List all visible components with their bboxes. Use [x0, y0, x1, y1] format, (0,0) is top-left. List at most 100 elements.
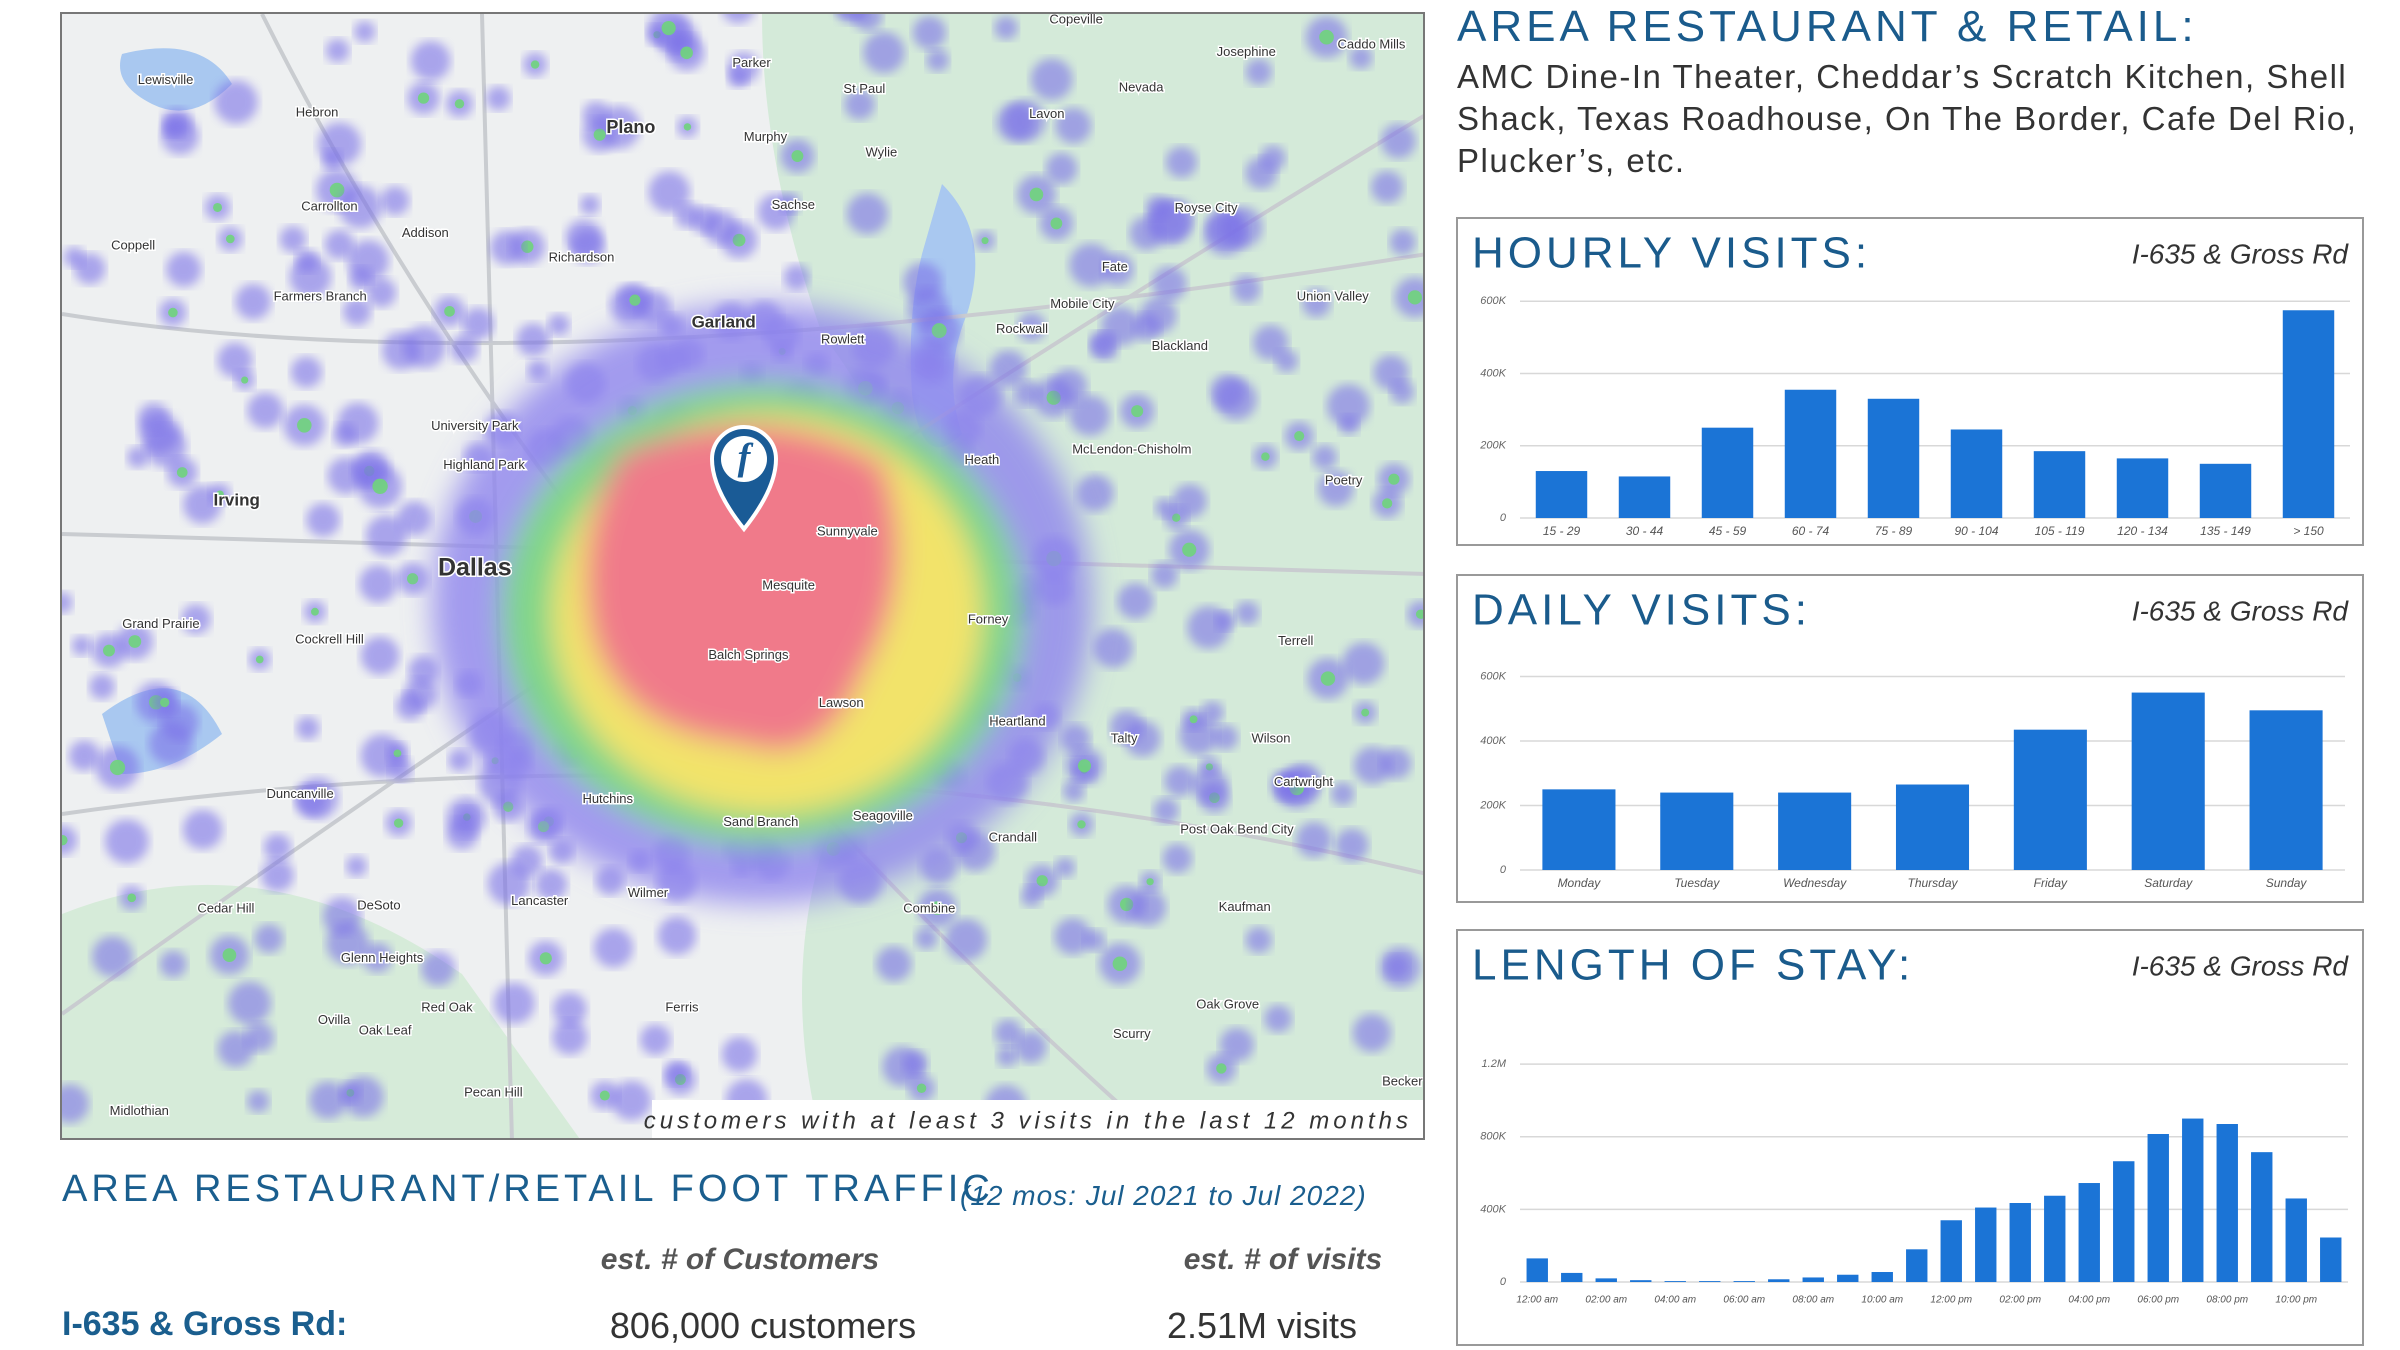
heat-dot	[1342, 642, 1385, 685]
heat-dot-core	[1172, 513, 1181, 522]
heat-dot	[182, 809, 223, 850]
heat-dot	[296, 716, 320, 740]
heat-dot	[1061, 724, 1091, 754]
heat-dot-core	[521, 240, 534, 253]
heat-dot	[322, 897, 362, 936]
heat-dot	[1093, 628, 1133, 668]
heat-dot	[214, 80, 258, 124]
x-tick-label: 75 - 89	[1875, 524, 1913, 538]
heat-dot-core	[255, 655, 264, 664]
place-label: Becker	[1382, 1074, 1423, 1089]
heat-dot-core	[1294, 430, 1305, 442]
heat-dot	[1054, 917, 1092, 955]
heat-dot	[723, 14, 754, 24]
heat-dot-core	[213, 202, 223, 212]
x-tick-label: 60 - 74	[1792, 524, 1830, 538]
y-tick-label: 1.2M	[1482, 1058, 1507, 1070]
bar	[2013, 729, 2087, 870]
heat-dot	[1050, 368, 1088, 406]
place-label: Wilmer	[628, 885, 669, 900]
heat-dot	[1207, 209, 1245, 247]
heat-dot	[1162, 843, 1193, 874]
place-label: Cedar Hill	[197, 901, 254, 916]
place-label: Nevada	[1119, 80, 1165, 95]
x-tick-label: Saturday	[2144, 876, 2193, 890]
heat-dot	[664, 1060, 689, 1086]
heat-dot	[675, 202, 701, 229]
heat-dot	[92, 936, 133, 977]
heat-dot	[462, 307, 495, 340]
bar	[2199, 463, 2252, 518]
heat-dot	[915, 927, 938, 950]
heat-dot	[783, 264, 810, 291]
x-tick-label: 10:00 am	[1861, 1295, 1903, 1306]
foot-traffic-period: (12 mos: Jul 2021 to Jul 2022)	[960, 1180, 1367, 1211]
heat-dot	[552, 1019, 588, 1055]
heat-dot	[1030, 58, 1073, 101]
bar	[1561, 1272, 1583, 1282]
heat-dot	[261, 858, 294, 892]
heat-dot	[994, 1019, 1022, 1047]
heat-dot-core	[1388, 473, 1400, 485]
heat-core	[432, 304, 1092, 904]
place-label: Ovilla	[318, 1012, 351, 1027]
heat-dot-core	[444, 305, 455, 317]
y-tick-label: 800K	[1480, 1131, 1506, 1143]
heat-dot	[1187, 606, 1230, 649]
heat-dot-core	[1415, 609, 1423, 619]
bar	[2033, 451, 2086, 518]
heat-dot	[353, 21, 376, 43]
heat-dot-core	[1261, 452, 1270, 461]
heat-dot-core	[629, 294, 641, 306]
heat-dot-core	[226, 234, 235, 244]
heat-dot	[579, 194, 600, 215]
y-tick-label: 200K	[1479, 440, 1506, 452]
bar	[2078, 1183, 2100, 1282]
foot-traffic-title: AREA RESTAURANT/RETAIL FOOT TRAFFIC	[62, 1168, 994, 1210]
bar	[1950, 429, 2003, 518]
header-title: AREA RESTAURANT & RETAIL:	[1457, 2, 2198, 51]
heat-dot	[227, 981, 272, 1025]
heat-dot	[903, 262, 943, 302]
heat-dot	[648, 171, 691, 213]
heat-dot-core	[680, 46, 693, 60]
y-tick-label: 0	[1500, 512, 1507, 524]
place-label: Terrell	[1278, 633, 1314, 648]
heat-dot	[1083, 929, 1106, 952]
heat-dot	[317, 122, 362, 166]
heat-dot	[159, 950, 187, 978]
bar	[1660, 792, 1734, 870]
heat-dot-core	[661, 20, 676, 36]
heat-dot	[1165, 146, 1198, 178]
bar	[1618, 476, 1671, 518]
heat-dot	[338, 185, 382, 229]
heat-dot	[954, 831, 996, 872]
heat-dot-core	[1050, 217, 1063, 230]
heat-dot	[703, 210, 739, 246]
y-tick-label: 400K	[1480, 367, 1506, 379]
visits-cell: 2.51M visits	[1166, 1305, 1358, 1346]
heat-dot-core	[454, 99, 465, 109]
bar	[2147, 1133, 2169, 1282]
heat-dot-core	[599, 1090, 610, 1101]
heat-dot	[450, 334, 479, 363]
place-label: St Paul	[843, 81, 885, 96]
place-label: Wylie	[866, 145, 898, 160]
heat-dot	[1062, 780, 1085, 803]
heat-dot	[552, 992, 587, 1027]
marker-letter: f	[738, 437, 754, 479]
heat-dot	[263, 833, 292, 862]
heat-dot	[1147, 201, 1191, 246]
place-label: Crandall	[989, 829, 1038, 844]
heat-dot	[68, 740, 100, 772]
bar	[1526, 1258, 1548, 1282]
x-tick-label: Tuesday	[1674, 876, 1720, 890]
heat-dot	[1076, 474, 1114, 512]
heat-dot	[1045, 152, 1078, 185]
heat-dot	[148, 721, 193, 766]
heat-dot	[397, 501, 432, 536]
bar	[2251, 1152, 2273, 1282]
heat-dot	[306, 502, 341, 537]
chart-subtitle: I-635 & Gross Rd	[2132, 595, 2350, 626]
place-label: Talty	[1111, 731, 1138, 746]
